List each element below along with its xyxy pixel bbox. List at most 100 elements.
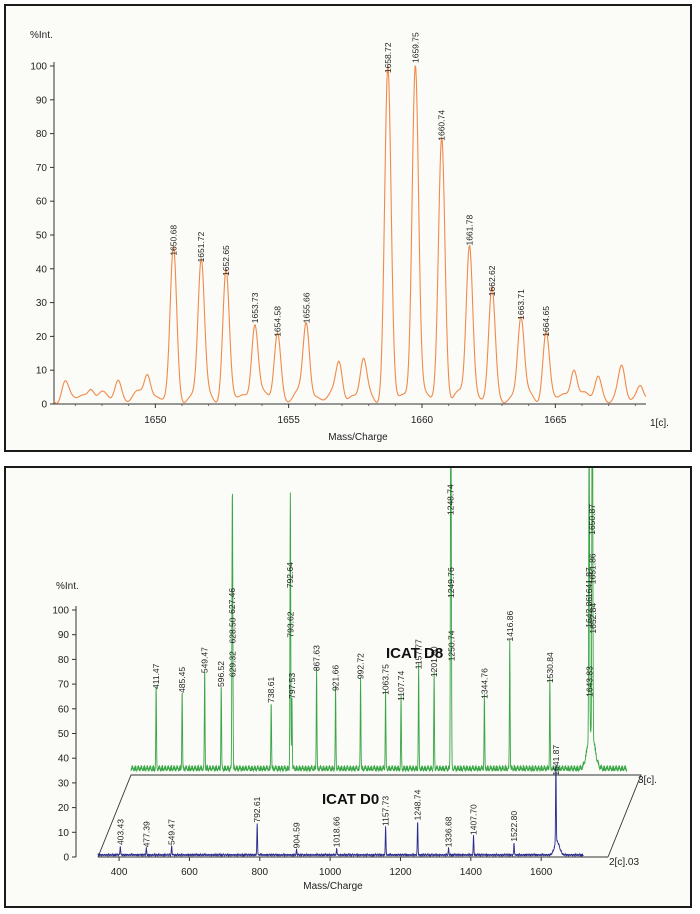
y-tick-label: 90 (58, 630, 70, 641)
peak-label-d8: 1344.76 (479, 668, 489, 699)
y-tick-label: 70 (58, 680, 70, 691)
peak-label-d0: 1522.80 (509, 811, 519, 842)
x-tick-label: 400 (111, 867, 128, 878)
top-spectrum-chart: %Int. Mass/Charge 0 10 20 30 40 50 60 70 80 90 100 16… (30, 30, 669, 443)
peak-label-d0: 1641.87 (551, 745, 561, 776)
peak-label-d8: 627.46 (227, 588, 237, 614)
y-tick-label: 100 (52, 606, 69, 617)
y-axis-title: %Int. (56, 581, 79, 592)
y-tick-label: 60 (36, 197, 48, 208)
peak-label-d0: 403.43 (115, 819, 125, 845)
series-name-icat-d8: ICAT D8 (386, 645, 443, 662)
x-tick-label: 1655 (278, 415, 301, 426)
y-tick-label: 10 (36, 366, 48, 377)
peak-label: 1654.58 (272, 306, 282, 337)
spectrum-line (53, 65, 647, 404)
peak-label-d0: 549.47 (167, 819, 177, 845)
y-tick-label: 0 (63, 853, 69, 864)
peak-label-d0: 1407.70 (469, 804, 479, 835)
peak-label-d8: 1643.83 (585, 666, 595, 697)
peak-label-d8: 549.47 (200, 647, 210, 673)
series-name-icat-d0: ICAT D0 (322, 791, 379, 808)
y-tick-label: 100 (30, 62, 47, 73)
y-tick-label: 30 (36, 298, 48, 309)
y-tick-label: 40 (58, 754, 70, 765)
peak-label: 1651.72 (196, 231, 206, 262)
y-tick-label: 90 (36, 95, 48, 106)
peak-label-d8: 1250.74 (446, 630, 456, 661)
peak-label: 1650.68 (168, 225, 178, 256)
x-tick-label: 1200 (389, 867, 412, 878)
series-icat-d8-line (130, 468, 628, 773)
peak-label-d0: 904.59 (292, 822, 302, 848)
y-tick-label: 50 (58, 729, 70, 740)
y-tick-label: 60 (58, 704, 70, 715)
series-corner-label: 1[c]. (650, 418, 669, 429)
plot-plane-outline (97, 774, 642, 858)
peak-label: 1662.62 (487, 265, 497, 296)
peak-label-d8: 1063.75 (381, 664, 391, 695)
y-tick-label: 20 (36, 332, 48, 343)
peak-label-d8: 1201.80 (429, 646, 439, 677)
peak-label-d8: 1652.84 (588, 603, 598, 634)
x-axis-title: Mass/Charge (303, 881, 363, 892)
y-tick-label: 70 (36, 163, 48, 174)
x-tick-label: 800 (251, 867, 268, 878)
peak-label-d8: 1642.86 (584, 597, 594, 628)
peak-label-d8: 992.72 (356, 653, 366, 679)
peak-label-d8: 1641.87 (584, 567, 594, 598)
peak-label: 1658.72 (383, 42, 393, 73)
peak-label: 1661.78 (464, 215, 474, 246)
series-icat-d0-line (97, 765, 584, 858)
peak-label-d8: 629.32 (228, 651, 238, 677)
y-tick-label: 40 (36, 264, 48, 275)
y-tick-label: 0 (41, 400, 47, 411)
peak-label-d8: 1249.76 (446, 567, 456, 598)
peak-label-d8: 485.45 (177, 667, 187, 693)
peak-label-d8: 1248.74 (446, 484, 456, 515)
peak-label-d0: 792.61 (252, 796, 262, 822)
peak-label: 1664.65 (541, 306, 551, 337)
peak-label-d8: 1416.86 (505, 611, 515, 642)
peak-label-d8: 1107.74 (396, 670, 406, 700)
x-tick-label: 1600 (530, 867, 553, 878)
peak-label-d8: 793.62 (286, 611, 296, 637)
peak-label: 1652.65 (221, 245, 231, 276)
peak-label-d8: 1650.87 (587, 504, 597, 535)
series-corner-label: 3[c]. (638, 775, 657, 786)
x-tick-label: 600 (181, 867, 198, 878)
x-axis-title: Mass/Charge (328, 432, 388, 443)
peak-label-d0: 477.39 (141, 821, 151, 847)
peak-label-d8: 1157.77 (414, 639, 424, 669)
x-tick-label: 1665 (544, 415, 567, 426)
peak-label-d0: 1336.68 (444, 816, 454, 847)
peak-label: 1660.74 (437, 110, 447, 141)
y-tick-label: 20 (58, 803, 70, 814)
peak-label: 1659.75 (410, 32, 420, 63)
peak-label-d8: 921.66 (331, 665, 341, 691)
peak-label-d8: 867.63 (312, 645, 322, 671)
bottom-spectrum-panel: %Int. 0 10 20 30 40 50 60 70 80 90 100 400 600 800 1000… (4, 466, 692, 908)
x-tick-label: 1650 (144, 415, 167, 426)
series-corner-label: 2[c].03 (609, 857, 639, 868)
y-tick-label: 10 (58, 828, 70, 839)
peak-label-d0: 1157.73 (381, 796, 391, 826)
peak-label-d8: 1530.84 (545, 652, 555, 683)
x-tick-label: 1660 (411, 415, 434, 426)
peak-label-d8: 738.61 (266, 677, 276, 703)
peak-label: 1663.71 (516, 289, 526, 320)
peak-label-d8: 596.52 (216, 661, 226, 687)
peak-label-d8: 792.64 (285, 562, 295, 588)
y-tick-label: 50 (36, 231, 48, 242)
peak-label-d8: 411.47 (151, 663, 161, 689)
peak-label-d0: 1018.66 (332, 816, 342, 847)
x-tick-label: 1400 (460, 867, 483, 878)
peak-label: 1655.66 (301, 292, 311, 323)
peak-label-d0: 1248.74 (413, 789, 423, 820)
y-tick-label: 30 (58, 778, 70, 789)
peak-label-d8: 1651.86 (587, 553, 597, 584)
peak-label: 1653.73 (250, 292, 260, 323)
top-spectrum-panel: %Int. Mass/Charge 0 10 20 30 40 50 60 70 80 90 100 16… (4, 4, 692, 452)
peak-label-d8: 797.53 (287, 673, 297, 699)
bottom-spectrum-chart: %Int. 0 10 20 30 40 50 60 70 80 90 100 400 600 800 1000… (52, 468, 657, 892)
